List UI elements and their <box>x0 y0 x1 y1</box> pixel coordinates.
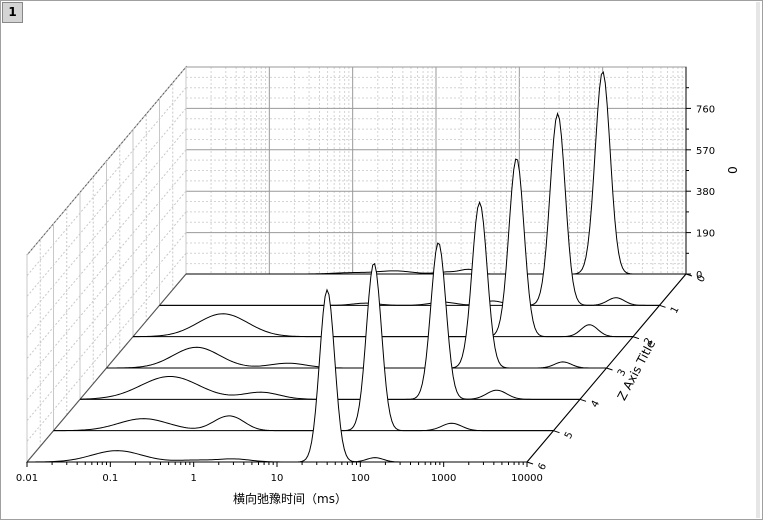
x-tick-label: 100 <box>351 473 370 484</box>
side-wall-z-gridline <box>26 66 187 256</box>
z-axis-title: 0 <box>725 166 739 174</box>
side-wall-z-gridline <box>26 190 187 380</box>
y-tick-label: 5 <box>563 430 576 441</box>
x-axis-title: 横向弛豫时间（ms） <box>233 491 347 506</box>
side-wall-z-gridline <box>26 232 187 421</box>
y-tick-label: 4 <box>589 399 602 410</box>
side-wall-z-gridline <box>26 87 187 277</box>
side-wall-z-gridline <box>26 128 187 318</box>
y-tick-label: 1 <box>669 305 682 316</box>
y-tick-label: 0 <box>695 273 708 284</box>
side-wall-z-gridline <box>26 170 187 359</box>
side-wall-z-gridline <box>26 149 187 339</box>
side-wall-z-gridline <box>26 252 187 442</box>
side-wall-z-gridline <box>26 108 187 297</box>
z-tick-label: 380 <box>696 187 715 198</box>
right-edge-bar <box>756 2 760 518</box>
z-tick-label: 190 <box>696 229 715 240</box>
x-tick-label: 1000 <box>431 473 456 484</box>
y-tick-label: 6 <box>536 461 549 472</box>
y-tick <box>632 336 640 340</box>
series-fill <box>159 113 660 306</box>
z-tick-label: 760 <box>696 104 715 115</box>
series-line <box>106 200 607 369</box>
x-tick-label: 0.01 <box>16 473 38 484</box>
series-line <box>159 111 660 306</box>
y-tick <box>579 398 587 402</box>
series-fill <box>133 159 633 337</box>
y-tick <box>659 304 666 308</box>
side-wall-z-gridline <box>26 211 187 401</box>
y-tick-label: 3 <box>616 367 629 378</box>
layer-number-badge[interactable]: 1 <box>2 2 23 23</box>
x-tick-label: 1 <box>190 473 196 484</box>
x-tick-label: 10000 <box>511 473 543 484</box>
axis-layer: 0.01 0.1 1 10 100 1000 10000012345601903805707… <box>16 67 715 484</box>
y-tick <box>526 461 534 465</box>
z-tick-label: 0 <box>696 270 702 281</box>
y-tick <box>553 430 560 434</box>
series-layer <box>27 70 686 463</box>
x-tick-label: 0.1 <box>102 473 118 484</box>
y-tick-label: 2 <box>642 336 655 347</box>
y-tick <box>606 367 613 371</box>
x-tick-label: 10 <box>271 473 284 484</box>
series-fill <box>106 202 607 368</box>
z-tick-label: 570 <box>696 146 715 157</box>
